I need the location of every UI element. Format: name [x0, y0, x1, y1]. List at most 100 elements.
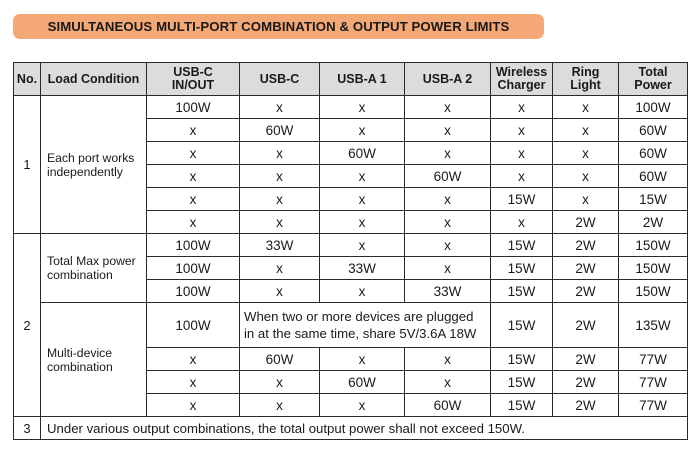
table-row: 3 Under various output combinations, the…	[13, 416, 688, 440]
cell: x	[404, 256, 491, 280]
cell: 2W	[552, 393, 619, 417]
load-condition: Total Max power combination	[40, 233, 147, 303]
section-banner: SIMULTANEOUS MULTI-PORT COMBINATION & OU…	[13, 14, 544, 39]
cell: x	[404, 370, 491, 394]
cell: 100W	[146, 95, 240, 119]
cell: x	[239, 279, 320, 303]
cell: x	[146, 393, 240, 417]
cell: x	[239, 256, 320, 280]
cell: x	[239, 370, 320, 394]
cell: x	[404, 233, 491, 257]
cell: x	[239, 187, 320, 211]
load-condition: Each port works independently	[40, 95, 147, 234]
cell: 77W	[618, 347, 688, 371]
cell: x	[490, 141, 553, 165]
cell: x	[404, 187, 491, 211]
cell: x	[239, 210, 320, 234]
cell: 15W	[490, 233, 553, 257]
header-row: No. Load Condition USB-C IN/OUT USB-C USB…	[13, 62, 688, 96]
cell: x	[319, 118, 405, 142]
cell: x	[319, 279, 405, 303]
cell: x	[490, 164, 553, 188]
cell: 135W	[618, 302, 688, 348]
cell: 2W	[552, 279, 619, 303]
cell: x	[404, 118, 491, 142]
cell: 33W	[239, 233, 320, 257]
cell: 100W	[146, 302, 240, 348]
cell: 60W	[404, 393, 491, 417]
header-load-condition: Load Condition	[40, 62, 147, 96]
table-row: x x x x 15W x 15W	[14, 187, 688, 211]
cell: 60W	[618, 118, 688, 142]
cell: 60W	[618, 141, 688, 165]
cell: 60W	[239, 347, 320, 371]
header-usba2: USB-A 2	[404, 62, 491, 96]
cell: x	[552, 187, 619, 211]
cell: 15W	[490, 393, 553, 417]
cell: 15W	[490, 370, 553, 394]
row-number: 3	[13, 416, 41, 440]
cell: x	[146, 370, 240, 394]
cell: x	[239, 393, 320, 417]
cell: x	[146, 164, 240, 188]
note-row: Under various output combinations, the t…	[40, 416, 688, 440]
cell: 100W	[146, 279, 240, 303]
cell: x	[552, 164, 619, 188]
cell: 100W	[146, 256, 240, 280]
cell: x	[146, 347, 240, 371]
header-wireless-charger: Wireless Charger	[490, 62, 553, 96]
cell: 15W	[618, 187, 688, 211]
cell: 77W	[618, 370, 688, 394]
cell: 100W	[618, 95, 688, 119]
cell: 2W	[552, 256, 619, 280]
header-usbc-inout: USB-C IN/OUT	[146, 62, 240, 96]
header-usbc: USB-C	[239, 62, 320, 96]
table-row: x x x 60W 15W 2W 77W	[14, 393, 688, 417]
load-condition: Multi-device combination	[40, 302, 147, 417]
table-row: 100W x x 33W 15W 2W 150W	[14, 279, 688, 303]
cell: x	[319, 187, 405, 211]
cell: 15W	[490, 302, 553, 348]
cell: x	[319, 164, 405, 188]
cell: x	[146, 141, 240, 165]
cell: 15W	[490, 187, 553, 211]
cell: x	[146, 118, 240, 142]
cell: x	[319, 233, 405, 257]
table-row: 2 Total Max power combination 100W 33W x …	[13, 233, 688, 417]
cell: 33W	[404, 279, 491, 303]
cell: x	[146, 210, 240, 234]
cell: 2W	[552, 210, 619, 234]
cell: x	[319, 393, 405, 417]
cell: 33W	[319, 256, 405, 280]
table-row: x x 60W x 15W 2W 77W	[14, 370, 688, 394]
power-limits-table: No. Load Condition USB-C IN/OUT USB-C USB…	[13, 62, 688, 440]
shared-port-note: When two or more devices are plugged in a…	[239, 302, 491, 348]
cell: x	[319, 210, 405, 234]
cell: x	[146, 187, 240, 211]
cell: x	[552, 95, 619, 119]
cell: x	[404, 95, 491, 119]
cell: x	[404, 141, 491, 165]
cell: 150W	[618, 256, 688, 280]
table-row: Multi-device combination 100W When two or…	[14, 302, 688, 417]
cell: x	[319, 95, 405, 119]
cell: 15W	[490, 256, 553, 280]
cell: x	[239, 141, 320, 165]
table-row: x x x 60W x x 60W	[14, 164, 688, 188]
table-row: 1 Each port works independently 100W x x …	[13, 95, 688, 234]
cell: 2W	[552, 347, 619, 371]
row-number: 1	[13, 95, 41, 234]
header-ring-light: Ring Light	[552, 62, 619, 96]
cell: 60W	[618, 164, 688, 188]
header-no: No.	[13, 62, 41, 96]
cell: 60W	[319, 370, 405, 394]
cell: x	[490, 95, 553, 119]
cell: x	[552, 141, 619, 165]
cell: x	[239, 164, 320, 188]
header-usba1: USB-A 1	[319, 62, 405, 96]
cell: 15W	[490, 347, 553, 371]
cell: x	[404, 347, 491, 371]
cell: 60W	[404, 164, 491, 188]
cell: 2W	[618, 210, 688, 234]
row-number: 2	[13, 233, 41, 417]
